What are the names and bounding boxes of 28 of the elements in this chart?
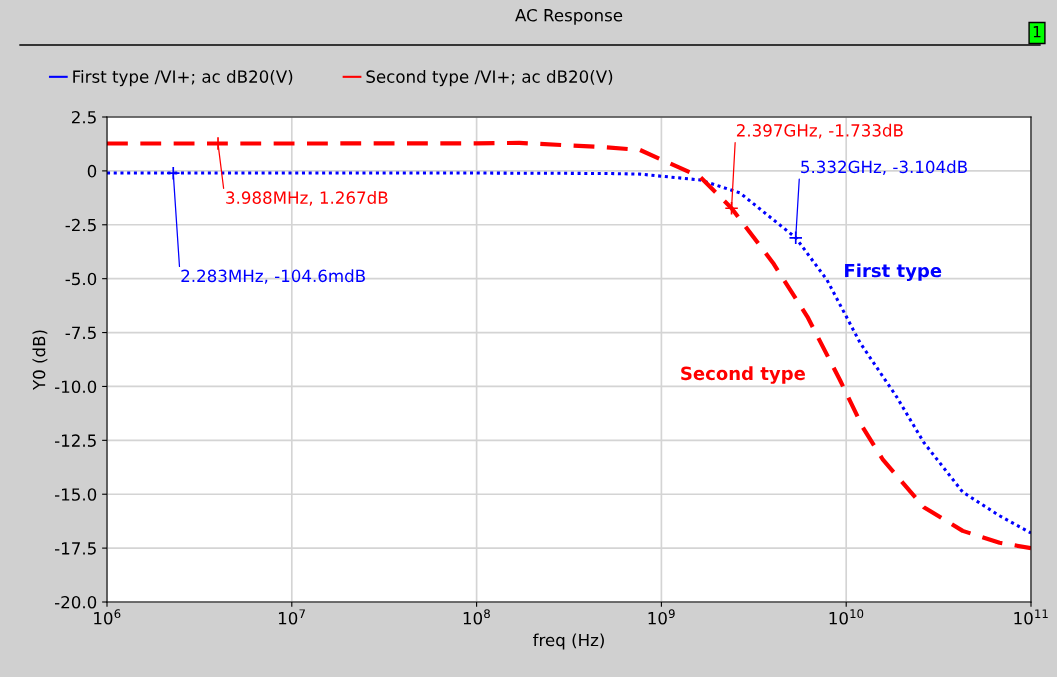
text: 1 [1033, 26, 1041, 38]
annotation: 3.988MHz, 1.267dB [226, 191, 388, 206]
chart-title: AC Response [515, 8, 623, 25]
y-tick-label: -15.0 [54, 488, 97, 501]
annotation: Second type [681, 366, 805, 384]
y-tick-label: 2.5 [71, 110, 96, 124]
y-tick-label: -7.5 [65, 326, 96, 340]
x-axis-title: freq (Hz) [533, 633, 604, 650]
y-axis-title: Y0 (dB) [32, 330, 48, 391]
legend-label: First type /VI+; ac dB20(V) [73, 70, 293, 87]
annotation: First type [845, 263, 942, 282]
annotation: 2.283MHz, -104.6mdB [181, 269, 365, 284]
x-tick-label: 10$^{6}$ [94, 609, 121, 625]
legend-label: Second type /VI+; ac dB20(V) [366, 70, 613, 87]
y-tick-label: -5.0 [65, 272, 97, 286]
annotation: 5.332GHz, -3.104dB [801, 160, 967, 175]
x-tick-label: 10$^{11}$ [1014, 609, 1048, 625]
annotation: 2.397GHz, -1.733dB [736, 123, 903, 139]
y-tick-label: -12.5 [54, 434, 96, 447]
y-tick-label: -10.0 [54, 380, 97, 394]
x-tick-label: 10$^{8}$ [463, 609, 490, 625]
y-tick-label: -2.5 [65, 218, 96, 232]
x-tick-label: 10$^{7}$ [278, 609, 305, 625]
x-tick-label: 10$^{9}$ [648, 609, 675, 625]
x-tick-label: 10$^{10}$ [829, 609, 864, 625]
y-tick-label: 0 [87, 164, 97, 178]
y-tick-label: -20.0 [54, 595, 97, 609]
y-tick-label: -17.5 [54, 542, 96, 555]
